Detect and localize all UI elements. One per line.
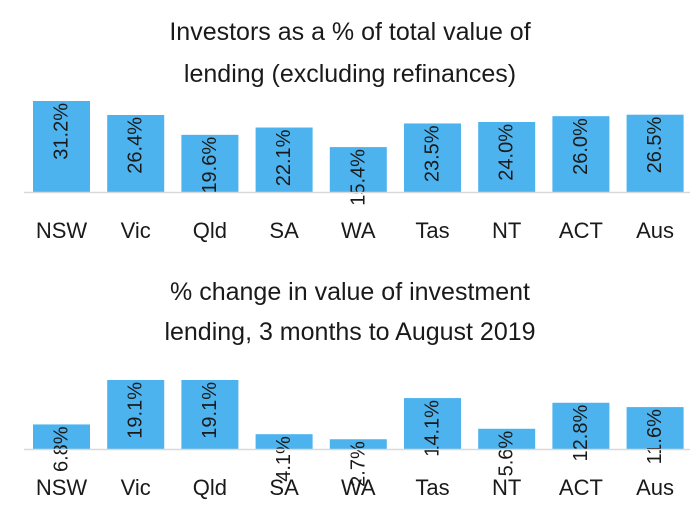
chart1-category-label: Tas	[415, 218, 449, 243]
chart1-data-label: 26.5%	[644, 117, 666, 174]
chart1-category-label: Aus	[636, 218, 674, 243]
chart2-category-label: Qld	[193, 475, 227, 500]
chart2-category-label: NT	[492, 475, 521, 500]
chart1-category-label: Vic	[121, 218, 151, 243]
chart2-category-label: Vic	[121, 475, 151, 500]
chart2-data-label: 5.6%	[496, 431, 518, 477]
chart1-bar-act	[552, 116, 610, 192]
chart1-data-label: 19.6%	[199, 137, 221, 194]
chart1-category-label: ACT	[559, 218, 603, 243]
chart2-category-label: Tas	[415, 475, 449, 500]
chart2-bar-aus	[626, 407, 684, 449]
chart1-category-label: SA	[269, 218, 299, 243]
chart1-data-label: 24.0%	[496, 124, 518, 181]
chart1-title-line1: Investors as a % of total value of	[169, 18, 531, 46]
chart2-bar-vic	[107, 380, 165, 449]
chart1-data-label: 26.4%	[125, 117, 147, 174]
chart1-data-label: 15.4%	[347, 149, 369, 206]
chart2-data-label: 19.1%	[199, 382, 221, 439]
chart2-title-line1: % change in value of investment	[170, 278, 530, 306]
chart2-bar-wa	[329, 439, 387, 449]
chart1-bar-qld	[181, 134, 239, 192]
chart2-category-label: SA	[269, 475, 299, 500]
chart2-data-label: 4.1%	[273, 436, 295, 482]
chart2-bar-act	[552, 402, 610, 449]
chart1-bar-wa	[329, 147, 387, 192]
chart1-bar-vic	[107, 115, 165, 192]
chart2-category-label: WA	[341, 475, 376, 500]
chart2-bar-nt	[478, 428, 536, 449]
chart1-data-label: 26.0%	[570, 118, 592, 175]
chart2-data-label: 11.6%	[644, 409, 666, 464]
chart2-bar-nsw	[33, 424, 90, 449]
chart1-data-label: 23.5%	[422, 125, 444, 182]
chart2-bar-qld	[181, 380, 239, 449]
chart1-category-label: NT	[492, 218, 521, 243]
chart2-category-label: ACT	[559, 475, 603, 500]
chart1-data-label: 31.2%	[51, 103, 73, 160]
chart2-data-label: 2.7%	[347, 441, 369, 487]
chart1-category-label: Qld	[193, 218, 227, 243]
chart2-title-line2: lending, 3 months to August 2019	[164, 318, 536, 346]
chart2-bar-tas	[404, 398, 461, 449]
chart1-bar-nsw	[33, 101, 90, 192]
chart2-data-label: 12.8%	[570, 405, 592, 462]
chart1-category-label: NSW	[36, 218, 88, 243]
chart1-category-label: WA	[341, 218, 376, 243]
chart1-title-line2: lending (excluding refinances)	[183, 60, 517, 88]
chart1-bar-nt	[478, 122, 536, 192]
chart2-category-label: NSW	[36, 475, 88, 500]
chart1-data-label: 22.1%	[273, 129, 295, 186]
chart2-bar-sa	[255, 434, 313, 449]
chart1-bar-aus	[626, 114, 684, 192]
chart2-category-label: Aus	[636, 475, 674, 500]
chart2-data-label: 14.1%	[422, 400, 444, 457]
chart1-bar-sa	[255, 127, 313, 192]
chart2-data-label: 19.1%	[125, 382, 147, 439]
chart1-bar-tas	[404, 123, 461, 192]
